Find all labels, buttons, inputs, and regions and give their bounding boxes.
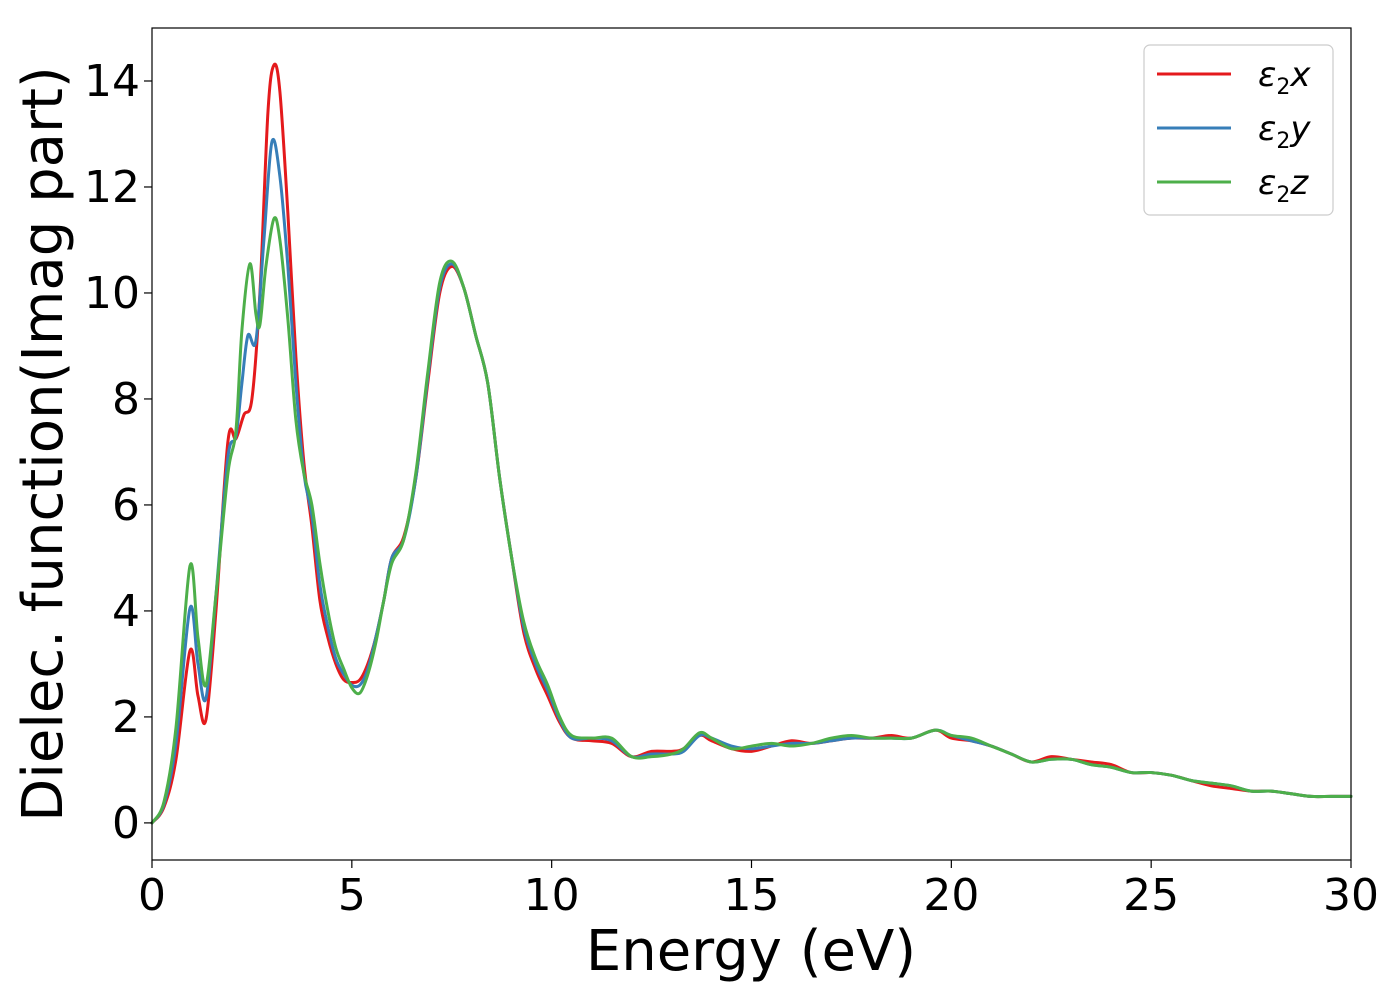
y-tick-label: 12 bbox=[84, 162, 140, 213]
legend-label-z: ε2z bbox=[1258, 163, 1309, 208]
x-tick-label: 0 bbox=[138, 870, 166, 921]
y-tick-label: 10 bbox=[84, 268, 140, 319]
y-tick-label: 14 bbox=[84, 56, 140, 107]
legend-label-x: ε2x bbox=[1258, 55, 1311, 100]
x-axis-ticks: 0 5 10 15 20 25 30 bbox=[138, 860, 1379, 921]
x-tick-label: 20 bbox=[923, 870, 979, 921]
x-tick-label: 5 bbox=[338, 870, 366, 921]
x-tick-label: 30 bbox=[1323, 870, 1379, 921]
y-tick-label: 0 bbox=[112, 798, 140, 849]
y-tick-label: 4 bbox=[112, 586, 140, 637]
series-layer bbox=[150, 62, 1353, 825]
x-tick-label: 15 bbox=[724, 870, 780, 921]
y-tick-label: 6 bbox=[112, 480, 140, 531]
series-line-z bbox=[150, 216, 1353, 825]
legend-label-y: ε2y bbox=[1258, 109, 1311, 154]
y-axis-label: Dielec. function(Imag part) bbox=[11, 66, 76, 822]
legend-frame bbox=[1143, 44, 1334, 216]
x-tick-label: 25 bbox=[1123, 870, 1179, 921]
legend: ε2x ε2y ε2z bbox=[1143, 44, 1334, 216]
y-tick-label: 8 bbox=[112, 374, 140, 425]
x-axis-label: Energy (eV) bbox=[586, 919, 916, 984]
series-line-x bbox=[150, 62, 1353, 825]
x-tick-label: 10 bbox=[524, 870, 580, 921]
y-tick-label: 2 bbox=[112, 692, 140, 743]
plot-frame bbox=[151, 27, 1352, 861]
y-axis-ticks: 0 2 4 6 8 10 12 14 bbox=[84, 56, 152, 849]
